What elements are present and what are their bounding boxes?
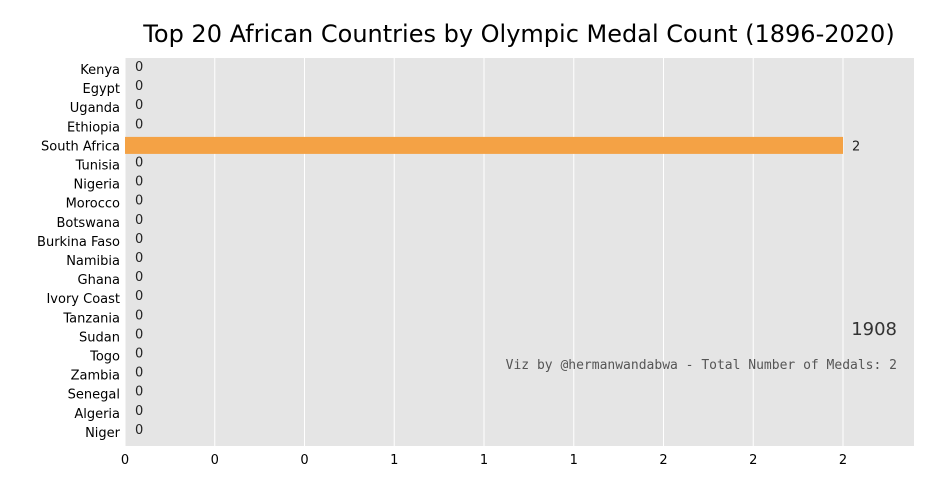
- value-label: 2: [852, 139, 860, 154]
- category-label: Senegal: [68, 388, 120, 403]
- category-label: Togo: [89, 350, 120, 365]
- value-label: 0: [135, 79, 143, 94]
- category-label: Egypt: [82, 82, 120, 97]
- year-label: 1908: [851, 319, 897, 340]
- grid-lines: [124, 58, 844, 446]
- value-label: 0: [135, 156, 143, 171]
- x-axis-ticks: 0 0 0 1 1 1 2 2 2: [121, 453, 847, 468]
- category-label: Tanzania: [62, 311, 120, 326]
- x-tick-label: 0: [300, 453, 308, 468]
- plot-area: [125, 58, 914, 446]
- value-label: 0: [135, 251, 143, 266]
- category-label: Namibia: [66, 254, 120, 269]
- bar: [125, 136, 843, 154]
- value-labels: 0 0 0 0 2 0 0 0 0 0 0 0 0 0 0 0 0 0 0 0: [135, 60, 860, 438]
- value-label: 0: [135, 289, 143, 304]
- value-label: 0: [135, 308, 143, 323]
- category-label: Ghana: [78, 273, 121, 288]
- value-label: 0: [135, 194, 143, 209]
- value-label: 0: [135, 213, 143, 228]
- value-label: 0: [135, 270, 143, 285]
- category-label: Ethiopia: [67, 120, 120, 135]
- value-label: 0: [135, 366, 143, 381]
- category-label: Botswana: [56, 216, 120, 231]
- value-label: 0: [135, 404, 143, 419]
- category-label: Algeria: [74, 407, 120, 422]
- x-tick-label: 1: [480, 453, 488, 468]
- category-label: Morocco: [66, 197, 120, 212]
- category-label: Ivory Coast: [46, 292, 120, 307]
- value-label: 0: [135, 423, 143, 438]
- value-label: 0: [135, 347, 143, 362]
- category-label: Uganda: [70, 101, 120, 116]
- category-label: Kenya: [80, 63, 120, 78]
- x-tick-label: 2: [839, 453, 847, 468]
- value-label: 0: [135, 60, 143, 75]
- chart-title: Top 20 African Countries by Olympic Meda…: [142, 20, 894, 48]
- x-tick-label: 2: [749, 453, 757, 468]
- value-label: 0: [135, 232, 143, 247]
- category-labels: Kenya Egypt Uganda Ethiopia South Africa Tuni…: [37, 63, 121, 441]
- x-tick-label: 1: [570, 453, 578, 468]
- category-label: Tunisia: [75, 159, 120, 174]
- category-label: Nigeria: [73, 178, 120, 193]
- credit-text: Viz by @hermanwandabwa - Total Number of…: [506, 358, 897, 373]
- x-tick-label: 2: [659, 453, 667, 468]
- category-label: Sudan: [79, 330, 120, 345]
- value-label: 0: [135, 327, 143, 342]
- value-label: 0: [135, 175, 143, 190]
- category-label: Zambia: [71, 369, 120, 384]
- x-tick-label: 0: [211, 453, 219, 468]
- bars: [125, 136, 843, 154]
- category-label: South Africa: [41, 139, 120, 154]
- category-label: Burkina Faso: [37, 235, 120, 250]
- value-label: 0: [135, 117, 143, 132]
- x-tick-label: 1: [390, 453, 398, 468]
- value-label: 0: [135, 98, 143, 113]
- x-tick-label: 0: [121, 453, 129, 468]
- value-label: 0: [135, 385, 143, 400]
- category-label: Niger: [85, 426, 121, 441]
